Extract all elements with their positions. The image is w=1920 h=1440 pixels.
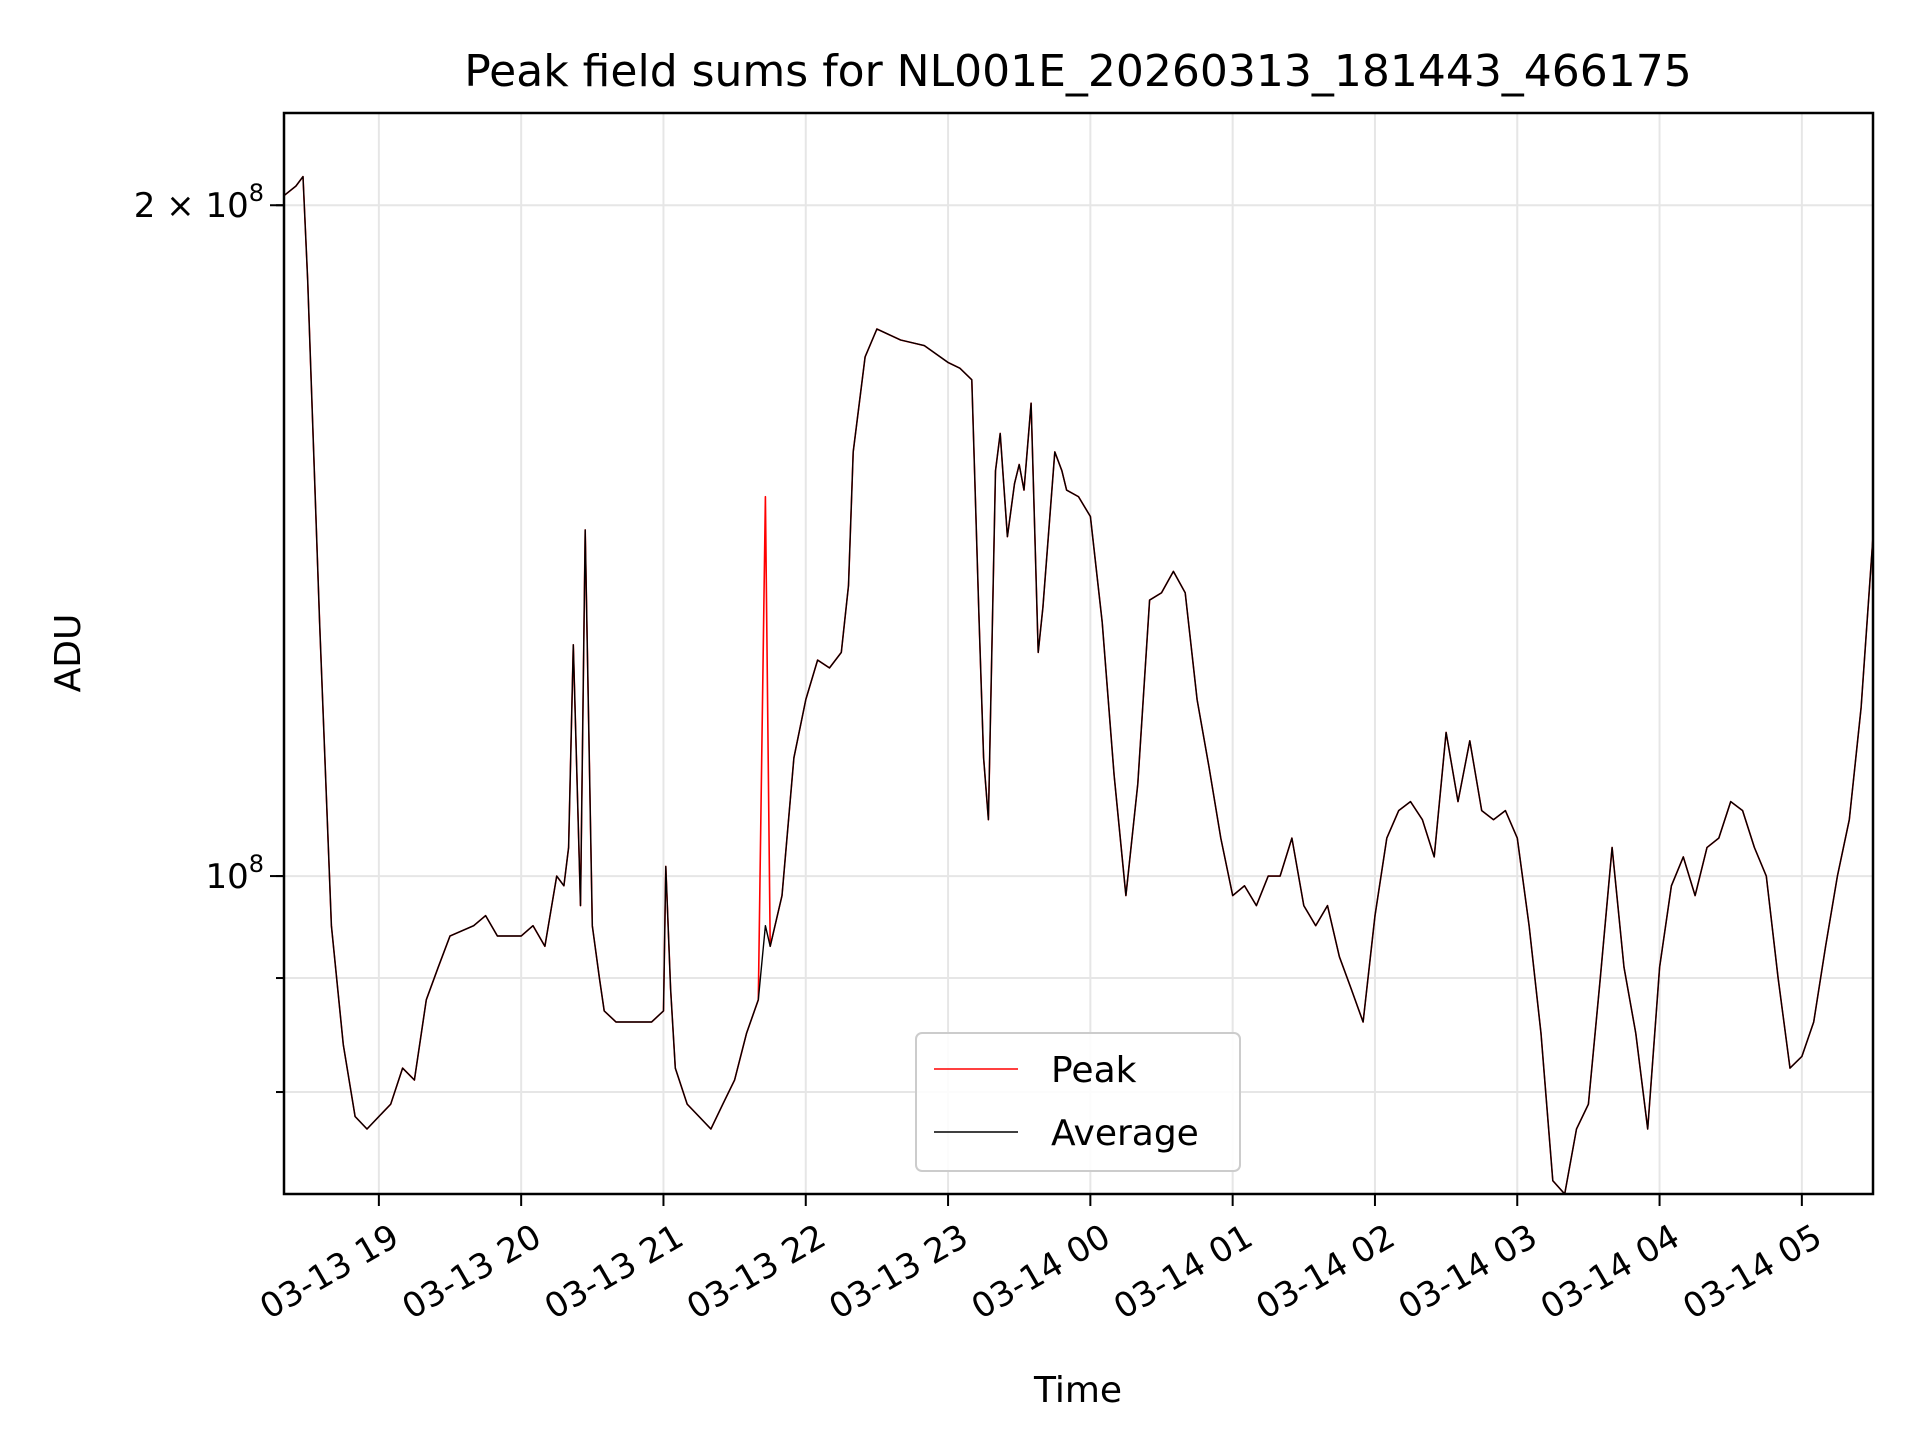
chart-title: Peak field sums for NL001E_20260313_1814… xyxy=(464,46,1692,97)
y-axis-label: ADU xyxy=(48,614,89,693)
plot-frame xyxy=(282,111,1875,1196)
series-line-average xyxy=(284,175,1873,1194)
y-axis-ticks: 108 2 × 108 xyxy=(134,179,284,1094)
legend-average-label: Average xyxy=(1051,1113,1199,1154)
grid xyxy=(284,113,1873,1194)
y-tick-label: 108 xyxy=(205,850,264,897)
series-group xyxy=(284,175,1873,1194)
legend: Peak Average xyxy=(915,1032,1241,1172)
x-axis-label: Time xyxy=(1033,1370,1122,1411)
legend-box xyxy=(915,1032,1241,1172)
y-tick-label: 2 × 108 xyxy=(134,179,264,226)
legend-peak-label: Peak xyxy=(1051,1050,1137,1091)
